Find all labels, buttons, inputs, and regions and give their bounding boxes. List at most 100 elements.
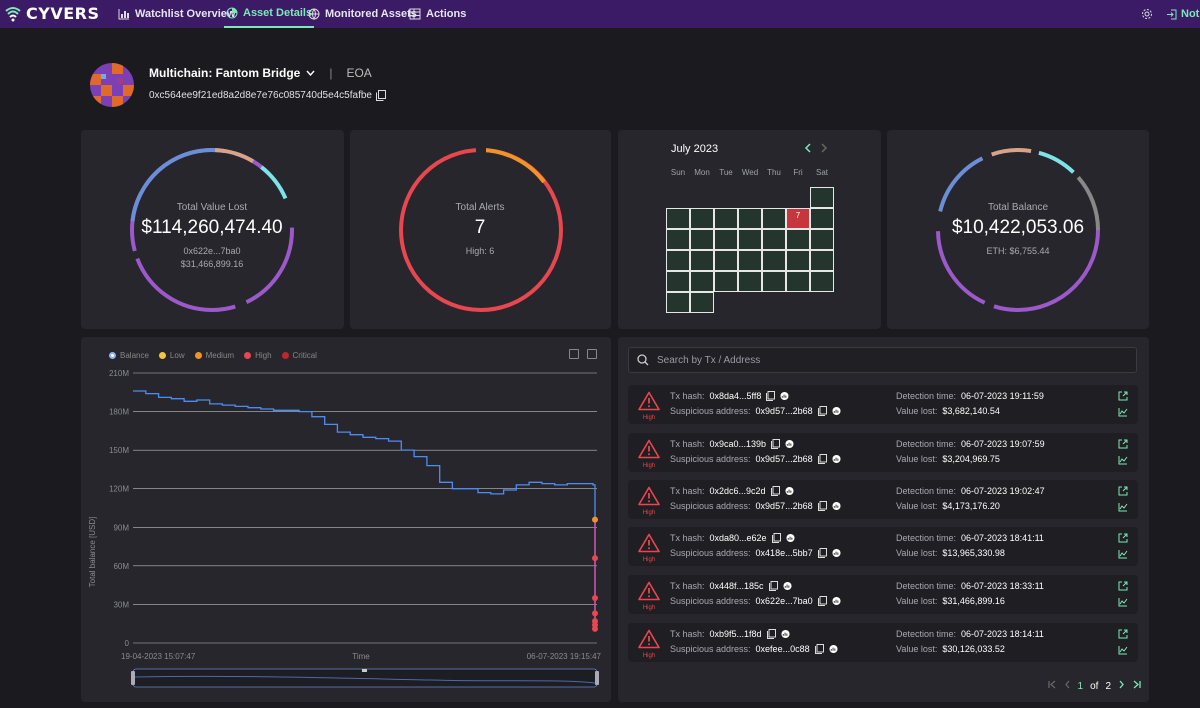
explorer-icon[interactable] — [781, 629, 790, 639]
calendar-day[interactable] — [762, 208, 786, 229]
restore-icon[interactable] — [587, 349, 597, 359]
line-chart-icon[interactable] — [1118, 502, 1128, 512]
calendar-day[interactable] — [762, 229, 786, 250]
calendar-day[interactable] — [762, 271, 786, 292]
tx-hash-value[interactable]: 0x9ca0...139b — [709, 439, 767, 449]
settings-button[interactable] — [1141, 0, 1153, 28]
last-page-button[interactable] — [1132, 680, 1141, 692]
suspicious-address-value[interactable]: 0x418e...5bb7 — [755, 548, 813, 558]
line-chart-icon[interactable] — [1118, 549, 1128, 559]
nav-asset-details[interactable]: Asset Details — [224, 0, 315, 28]
suspicious-address-value[interactable]: 0x622e...7ba0 — [755, 596, 813, 606]
calendar-day[interactable] — [666, 292, 690, 313]
external-link-icon[interactable] — [1118, 581, 1128, 591]
line-chart-icon[interactable] — [1118, 597, 1128, 607]
legend-item[interactable]: Low — [158, 351, 185, 360]
notifications-button[interactable]: Noti — [1166, 0, 1200, 28]
calendar-day[interactable] — [738, 250, 762, 271]
alert-row[interactable]: High Tx hash: 0x8da4...5ff8 Suspicious addr… — [628, 385, 1138, 424]
explorer-icon[interactable] — [780, 391, 789, 401]
suspicious-address-value[interactable]: 0x9d57...2b68 — [755, 501, 813, 511]
line-chart-icon[interactable] — [1118, 645, 1128, 655]
legend-item[interactable]: Critical — [281, 351, 317, 360]
line-chart-icon[interactable] — [1118, 455, 1128, 465]
calendar-prev-button[interactable] — [804, 141, 812, 156]
tx-hash-value[interactable]: 0x8da4...5ff8 — [709, 391, 762, 401]
external-link-icon[interactable] — [1118, 486, 1128, 496]
brand-logo[interactable]: CYVERS — [4, 4, 99, 23]
suspicious-address-value[interactable]: 0xefee...0c88 — [755, 644, 810, 654]
legend-item[interactable]: Balance — [109, 351, 149, 360]
explorer-icon[interactable] — [832, 548, 841, 558]
explorer-icon[interactable] — [785, 439, 794, 449]
copy-icon[interactable] — [817, 406, 827, 416]
next-page-button[interactable] — [1118, 680, 1125, 692]
tx-hash-value[interactable]: 0x448f...185c — [709, 581, 764, 591]
nav-actions[interactable]: Actions — [409, 0, 466, 28]
copy-icon[interactable] — [817, 548, 827, 558]
calendar-day[interactable] — [666, 250, 690, 271]
calendar-day[interactable] — [690, 250, 714, 271]
calendar-day[interactable] — [690, 229, 714, 250]
asset-title[interactable]: Multichain: Fantom Bridge | EOA — [149, 66, 372, 80]
copy-icon[interactable] — [814, 644, 824, 654]
external-link-icon[interactable] — [1118, 439, 1128, 449]
copy-icon[interactable] — [376, 90, 386, 101]
calendar-day[interactable] — [786, 271, 810, 292]
copy-icon[interactable] — [768, 581, 778, 591]
external-link-icon[interactable] — [1118, 629, 1128, 639]
explorer-icon[interactable] — [832, 406, 841, 416]
legend-item[interactable]: High — [244, 351, 272, 360]
suspicious-address-value[interactable]: 0x9d57...2b68 — [755, 454, 813, 464]
legend-item[interactable]: Medium — [194, 351, 234, 360]
calendar-day[interactable] — [810, 250, 834, 271]
alert-row[interactable]: High Tx hash: 0xb9f5...1f8d Suspicious addr… — [628, 623, 1138, 662]
explorer-icon[interactable] — [786, 533, 795, 543]
zoom-reset-icon[interactable] — [569, 349, 579, 359]
calendar-day[interactable] — [762, 250, 786, 271]
explorer-icon[interactable] — [832, 501, 841, 511]
first-page-button[interactable] — [1047, 680, 1057, 692]
calendar-day[interactable] — [810, 271, 834, 292]
line-chart-icon[interactable] — [1118, 407, 1128, 417]
calendar-day[interactable] — [666, 208, 690, 229]
calendar-day[interactable] — [786, 229, 810, 250]
calendar-day[interactable] — [714, 229, 738, 250]
calendar-day[interactable] — [666, 229, 690, 250]
alert-row[interactable]: High Tx hash: 0x9ca0...139b Suspicious addr… — [628, 433, 1138, 472]
alert-row[interactable]: High Tx hash: 0x2dc6...9c2d Suspicious addr… — [628, 480, 1138, 519]
explorer-icon[interactable] — [783, 581, 792, 591]
copy-icon[interactable] — [817, 596, 827, 606]
calendar-day[interactable] — [810, 187, 834, 208]
explorer-icon[interactable] — [832, 596, 841, 606]
copy-icon[interactable] — [766, 629, 776, 639]
calendar-day-alert[interactable]: 7 — [786, 208, 810, 229]
calendar-day[interactable] — [738, 208, 762, 229]
calendar-day[interactable] — [810, 229, 834, 250]
alert-row[interactable]: High Tx hash: 0x448f...185c Suspicious addr… — [628, 575, 1138, 614]
calendar-day[interactable] — [690, 208, 714, 229]
external-link-icon[interactable] — [1118, 533, 1128, 543]
calendar-day[interactable] — [666, 271, 690, 292]
nav-monitored-assets[interactable]: Monitored Assets — [308, 0, 417, 28]
tx-hash-value[interactable]: 0x2dc6...9c2d — [709, 486, 766, 496]
calendar-day[interactable] — [714, 208, 738, 229]
copy-icon[interactable] — [771, 533, 781, 543]
copy-icon[interactable] — [766, 391, 776, 401]
search-input[interactable] — [657, 354, 1117, 366]
current-page[interactable]: 1 — [1077, 680, 1084, 692]
copy-icon[interactable] — [770, 486, 780, 496]
calendar-day[interactable] — [786, 250, 810, 271]
copy-icon[interactable] — [817, 454, 827, 464]
explorer-icon[interactable] — [785, 486, 794, 496]
copy-icon[interactable] — [771, 439, 781, 449]
calendar-day[interactable] — [714, 250, 738, 271]
prev-page-button[interactable] — [1064, 680, 1071, 692]
chevron-down-icon[interactable] — [306, 70, 315, 76]
calendar-day[interactable] — [810, 208, 834, 229]
suspicious-address-value[interactable]: 0x9d57...2b68 — [755, 406, 813, 416]
external-link-icon[interactable] — [1118, 391, 1128, 401]
calendar-day[interactable] — [738, 229, 762, 250]
copy-icon[interactable] — [817, 501, 827, 511]
calendar-day[interactable] — [690, 292, 714, 313]
